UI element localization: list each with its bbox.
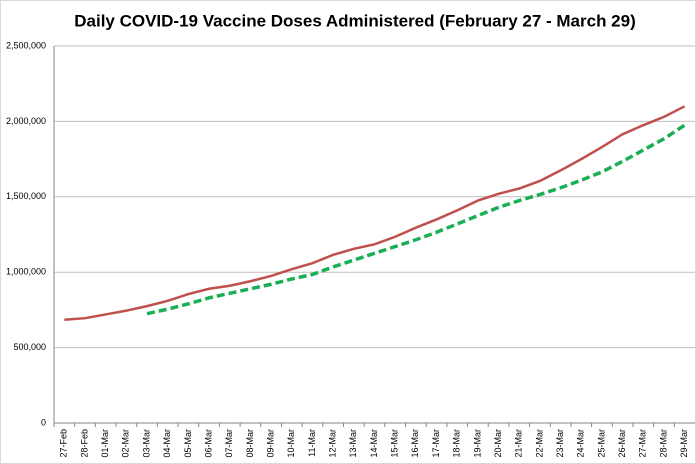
x-tick-label: 24-Mar (576, 429, 586, 458)
x-tick-label: 01-Mar (100, 429, 110, 458)
y-tick-label: 500,000 (13, 342, 46, 352)
x-tick-label: 21-Mar (514, 429, 524, 458)
x-tick-label: 20-Mar (493, 429, 503, 458)
x-tick-label: 14-Mar (369, 429, 379, 458)
x-tick-label: 22-Mar (534, 429, 544, 458)
x-tick-label: 26-Mar (617, 429, 627, 458)
y-tick-label: 1,500,000 (6, 191, 46, 201)
x-tick-label: 05-Mar (183, 429, 193, 458)
y-tick-label: 2,000,000 (6, 116, 46, 126)
y-tick-label: 2,500,000 (6, 40, 46, 50)
x-tick-label: 11-Mar (307, 429, 317, 457)
x-tick-label: 15-Mar (390, 429, 400, 458)
x-tick-label: 19-Mar (472, 429, 482, 458)
x-tick-label: 16-Mar (410, 429, 420, 458)
x-tick-label: 02-Mar (121, 429, 131, 458)
x-tick-label: 09-Mar (265, 429, 275, 458)
x-tick-label: 18-Mar (452, 429, 462, 458)
x-tick-label: 12-Mar (328, 429, 338, 458)
x-tick-label: 27-Mar (638, 429, 648, 458)
x-tick-label: 27-Feb (59, 429, 69, 458)
y-tick-label: 0 (41, 417, 46, 427)
data-line (64, 105, 686, 321)
x-tick-label: 06-Mar (203, 429, 213, 458)
x-tick-label: 07-Mar (224, 429, 234, 458)
x-tick-label: 25-Mar (596, 429, 606, 458)
chart-title: Daily COVID-19 Vaccine Doses Administere… (74, 11, 636, 30)
x-tick-label: 13-Mar (348, 429, 358, 458)
x-tick-label: 04-Mar (162, 429, 172, 458)
x-tick-label: 08-Mar (245, 429, 255, 458)
x-tick-label: 28-Mar (658, 429, 668, 458)
x-tick-label: 10-Mar (286, 429, 296, 458)
x-tick-label: 23-Mar (555, 429, 565, 458)
x-tick-label: 29-Mar (679, 429, 689, 458)
x-tick-label: 03-Mar (141, 429, 151, 458)
data-line (146, 123, 686, 316)
x-tick-label: 28-Feb (79, 429, 89, 458)
y-tick-label: 1,000,000 (6, 267, 46, 277)
x-tick-label: 17-Mar (431, 429, 441, 458)
